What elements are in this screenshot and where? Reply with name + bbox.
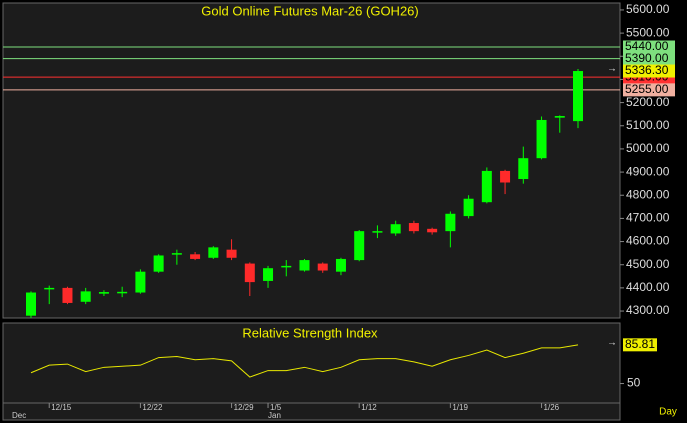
level-label-box <box>623 40 675 54</box>
y-tick-label: 4900.00 <box>626 164 670 178</box>
candle-body <box>190 254 201 259</box>
x-axis-panel <box>2 402 621 421</box>
candle-body <box>98 292 109 294</box>
candle-body <box>408 223 419 232</box>
x-axis-label: Day <box>659 407 677 418</box>
candle-body <box>463 198 474 217</box>
level-label-box <box>623 52 675 66</box>
last-arrow: → <box>607 64 617 75</box>
candle-body <box>44 287 55 290</box>
y-tick-label: 5000.00 <box>626 141 670 155</box>
level-label: 5255.00 <box>625 82 669 96</box>
candle-body <box>281 265 292 268</box>
candle-body <box>427 228 438 233</box>
candle-body <box>80 291 91 302</box>
y-tick-label: 5600.00 <box>626 2 670 16</box>
candle-body <box>335 258 346 272</box>
candle-body <box>244 263 255 283</box>
last-label-box <box>623 338 657 352</box>
rsi-title: Relative Strength Index <box>242 325 378 340</box>
candle-body <box>554 116 565 118</box>
x-month-label: Jan <box>268 411 281 420</box>
candle-body <box>500 170 511 183</box>
candle-body <box>536 119 547 159</box>
price-panel <box>2 2 621 319</box>
x-tick-label: 1/26 <box>544 403 560 412</box>
last-label: 5336.30 <box>625 63 669 77</box>
candle-body <box>317 263 328 271</box>
candle-body <box>208 247 219 258</box>
x-tick-label: 12/15 <box>51 403 72 412</box>
y-tick-label: 5500.00 <box>626 25 670 39</box>
candle-body <box>135 271 146 293</box>
y-tick-label: 4400.00 <box>626 280 670 294</box>
y-tick-label: 4600.00 <box>626 234 670 248</box>
candle-body <box>354 231 365 261</box>
x-tick-label: 1/12 <box>361 403 377 412</box>
x-tick-label: 1/5 <box>270 403 282 412</box>
candle-body <box>263 268 274 281</box>
candle-body <box>372 231 383 233</box>
rsi-panel <box>2 322 621 404</box>
last-label-box <box>623 64 675 78</box>
x-tick-label: 1/19 <box>452 403 468 412</box>
last-arrow: → <box>607 337 617 348</box>
candle-body <box>153 255 164 272</box>
y-tick-label: 4500.00 <box>626 257 670 271</box>
x-tick-label: 12/29 <box>234 403 255 412</box>
level-label: 5440.00 <box>625 39 669 53</box>
y-tick-label: 5100.00 <box>626 118 670 132</box>
candle-body <box>171 253 182 255</box>
chart-title: Gold Online Futures Mar-26 (GOH26) <box>201 3 418 18</box>
y-tick-label: 50 <box>627 376 641 390</box>
candle-body <box>299 260 310 271</box>
candle-body <box>481 170 492 203</box>
y-tick-label: 5200.00 <box>626 95 670 109</box>
x-month-label: Dec <box>12 411 26 420</box>
level-label-box <box>623 83 675 97</box>
candle-body <box>390 224 401 234</box>
y-tick-label: 4700.00 <box>626 211 670 225</box>
candle-body <box>445 213 456 232</box>
candle-body <box>62 287 73 303</box>
candle-body <box>573 71 583 122</box>
candle-body <box>226 249 237 258</box>
rsi-line <box>30 344 579 378</box>
last-label: 85.81 <box>625 337 655 351</box>
x-tick-label: 12/22 <box>142 403 163 412</box>
level-label: 5390.00 <box>625 51 669 65</box>
y-tick-label: 4300.00 <box>626 303 670 317</box>
candle-body <box>518 158 529 180</box>
y-tick-label: 4800.00 <box>626 187 670 201</box>
candle-body <box>26 292 36 316</box>
candle-body <box>117 291 128 294</box>
